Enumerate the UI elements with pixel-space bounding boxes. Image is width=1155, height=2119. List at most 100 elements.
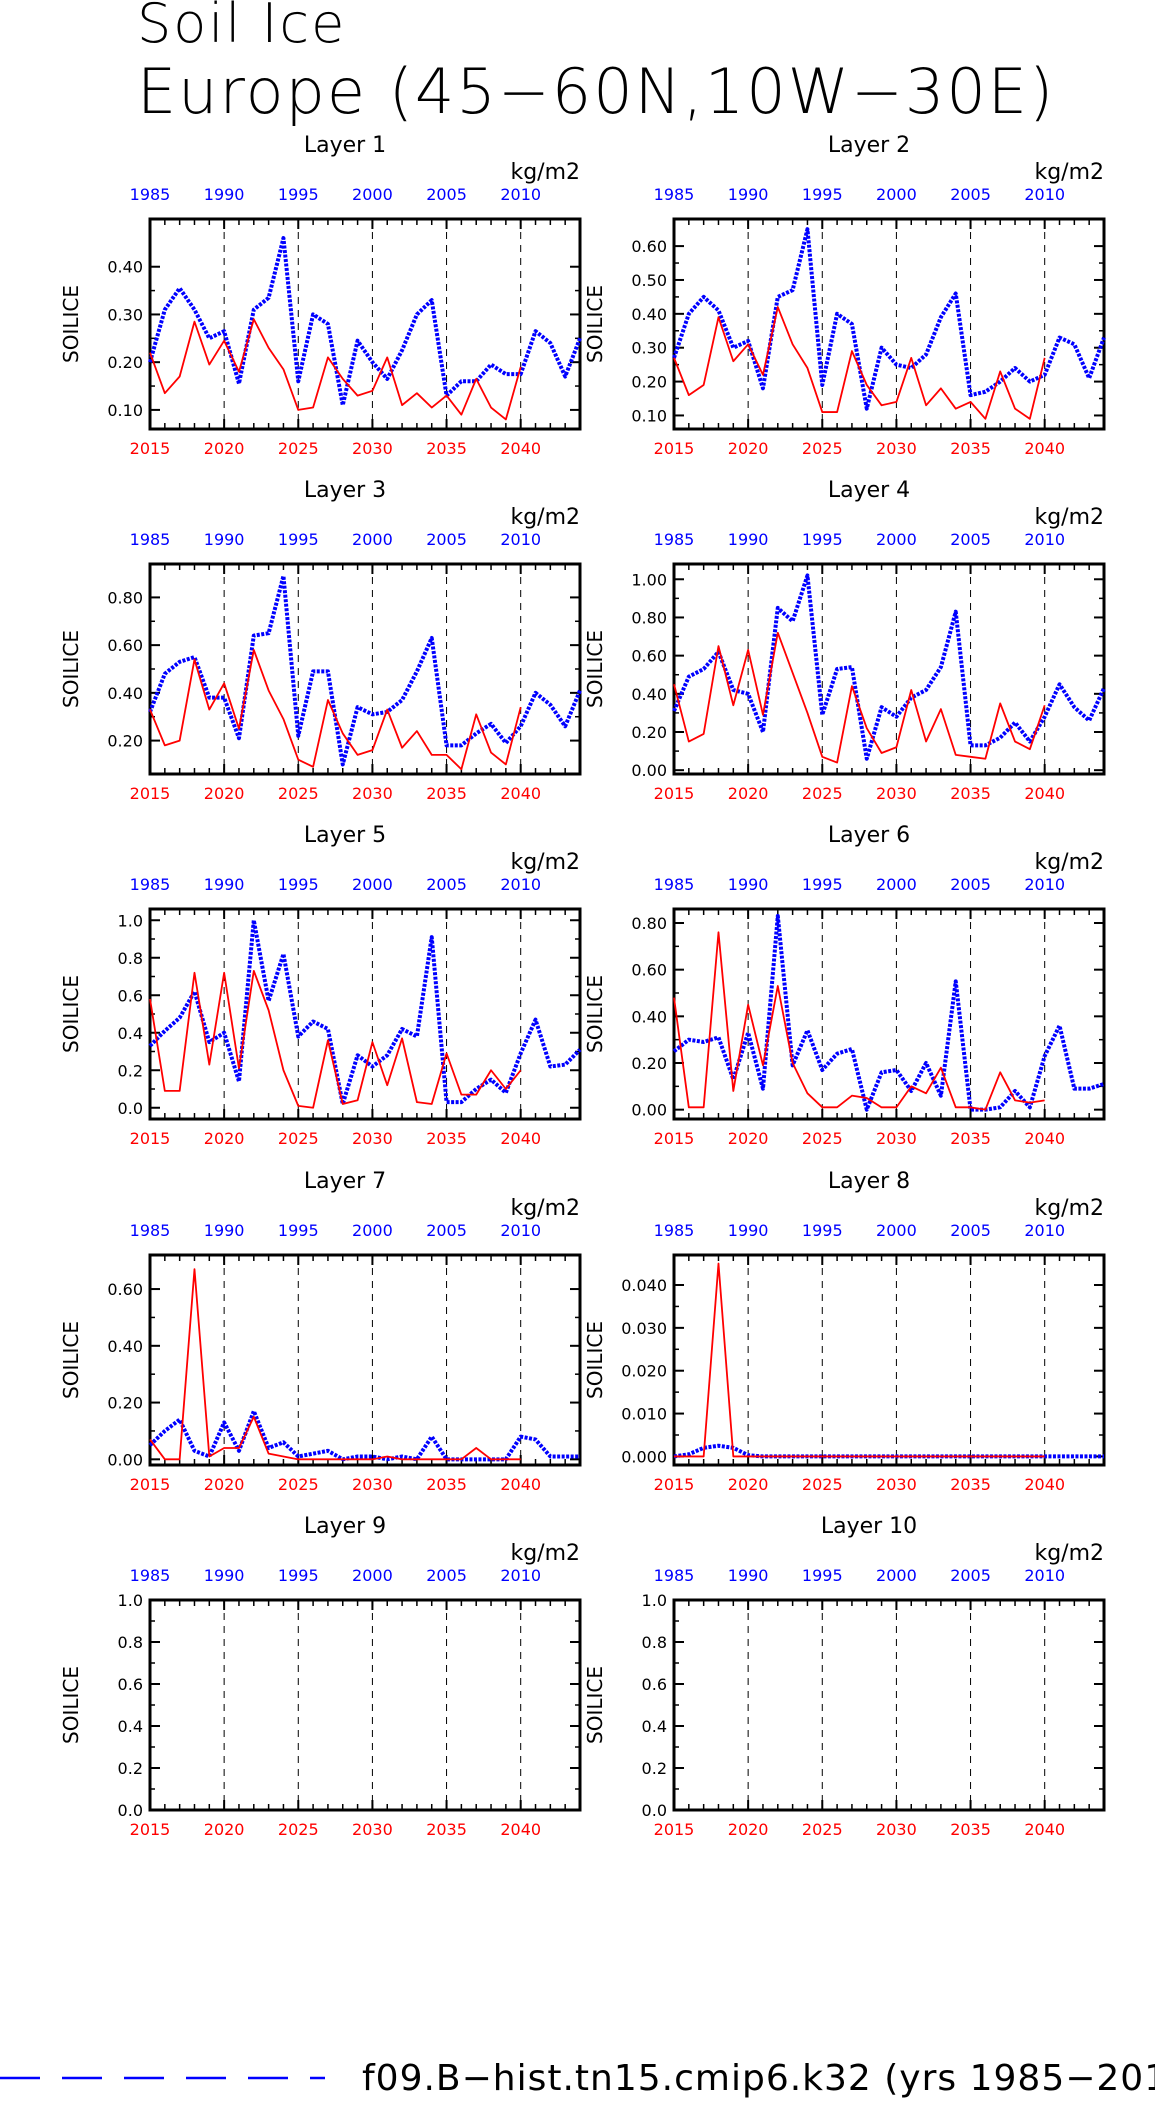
x-bottom-tick-label: 2030 [876,784,917,803]
x-top-tick-label: 2010 [1024,185,1065,204]
x-top-tick-label: 2000 [352,875,393,894]
y-tick-label: 0.00 [631,761,667,780]
panel-title: Layer 3 [304,478,386,503]
x-top-tick-label: 1990 [204,1566,245,1585]
y-axis-label: SOILICE [583,1321,607,1399]
x-top-tick-label: 1995 [802,1566,843,1585]
series-line-ssp [149,318,522,421]
x-top-tick-label: 2005 [426,875,467,894]
x-top-tick-label: 1990 [728,1566,769,1585]
x-bottom-tick-label: 2030 [876,1475,917,1494]
x-bottom-tick-label: 2035 [950,1475,991,1494]
x-top-tick-label: 1990 [728,185,769,204]
x-bottom-tick-label: 2040 [1024,784,1065,803]
x-bottom-tick-label: 2025 [802,1129,843,1148]
x-bottom-tick-label: 2025 [278,1820,319,1839]
x-bottom-tick-label: 2030 [352,439,393,458]
x-bottom-tick-label: 2040 [500,1820,541,1839]
plot-frame [148,562,582,776]
y-tick-label: 0.2 [642,1759,667,1778]
units-label: kg/m2 [510,505,580,530]
x-bottom-tick-label: 2015 [654,439,695,458]
x-bottom-tick-label: 2035 [426,784,467,803]
units-label: kg/m2 [1034,160,1104,185]
y-tick-label: 0.2 [118,1061,143,1080]
plot-frame [672,217,1106,431]
panel-title: Layer 7 [304,1169,386,1194]
panel-grid: Layer 1 kg/m2 SOILICE 2015 2020 2025 2030 2035 2… [59,133,1106,1839]
x-top-tick-label: 2000 [876,1221,917,1240]
x-bottom-tick-label: 2035 [950,1129,991,1148]
x-top-tick-label: 2010 [1024,875,1065,894]
series-line-ssp [674,1262,1045,1458]
panel-title: Layer 9 [304,1514,386,1539]
x-bottom-tick-label: 2020 [204,439,245,458]
x-bottom-tick-label: 2020 [728,784,769,803]
x-bottom-tick-label: 2015 [130,1475,171,1494]
x-bottom-tick-label: 2035 [950,1820,991,1839]
x-bottom-tick-label: 2025 [802,439,843,458]
series-line-ssp [149,969,522,1109]
x-bottom-tick-label: 2040 [1024,1820,1065,1839]
y-tick-label: 0.4 [118,1717,143,1736]
x-bottom-tick-label: 2020 [728,1129,769,1148]
panel-title: Layer 8 [828,1169,910,1194]
plot-frame [148,1598,582,1812]
x-bottom-tick-label: 2035 [950,439,991,458]
x-bottom-tick-label: 2015 [130,784,171,803]
x-top-tick-label: 1995 [802,185,843,204]
series-line-hist [672,573,1106,761]
y-tick-label: 0.60 [631,647,667,666]
y-tick-label: 0.4 [118,1024,143,1043]
series-line-hist [148,1409,580,1462]
x-top-tick-label: 2010 [500,185,541,204]
y-tick-label: 0.10 [107,401,143,420]
y-axis-label: SOILICE [59,1321,83,1399]
panel-title: Layer 5 [304,823,386,848]
x-top-tick-label: 2000 [876,875,917,894]
y-tick-label: 0.010 [621,1405,667,1424]
plot-frame [148,907,582,1121]
x-top-tick-label: 2000 [352,1221,393,1240]
x-top-tick-label: 1995 [278,1566,319,1585]
y-tick-label: 0.40 [631,1007,667,1026]
y-tick-label: 0.00 [631,1101,667,1120]
x-top-tick-label: 2005 [426,185,467,204]
x-top-tick-label: 1985 [130,185,171,204]
x-bottom-tick-label: 2020 [728,1475,769,1494]
series-line-ssp [673,931,1045,1111]
y-tick-label: 0.20 [107,1394,143,1413]
x-top-tick-label: 1995 [278,1221,319,1240]
units-label: kg/m2 [1034,1196,1104,1221]
x-bottom-tick-label: 2020 [728,439,769,458]
x-bottom-tick-label: 2030 [352,1820,393,1839]
y-tick-label: 0.00 [107,1450,143,1469]
x-bottom-tick-label: 2015 [130,439,171,458]
x-bottom-tick-label: 2030 [876,439,917,458]
x-top-tick-label: 2005 [950,1566,991,1585]
y-tick-label: 0.8 [118,949,143,968]
y-tick-label: 1.0 [118,911,143,930]
x-top-tick-label: 2000 [352,185,393,204]
x-top-tick-label: 2010 [500,530,541,549]
series-line-hist [672,227,1106,411]
legend-label-hist: f09.B−hist.tn15.cmip6.k32 (yrs 1985−2014… [362,2058,1155,2099]
x-bottom-tick-label: 2020 [204,784,245,803]
x-bottom-tick-label: 2035 [950,784,991,803]
x-top-tick-label: 1995 [802,530,843,549]
series-line-ssp [149,649,522,771]
x-top-tick-label: 2005 [426,530,467,549]
chart-panel-4: Layer 4 kg/m2 SOILICE 2015 2020 2025 2030 2035 2… [583,478,1106,803]
x-bottom-tick-label: 2025 [278,1129,319,1148]
y-tick-label: 0.2 [118,1759,143,1778]
y-tick-label: 0.20 [107,353,143,372]
y-axis-label: SOILICE [583,975,607,1053]
y-tick-label: 0.40 [107,258,143,277]
x-bottom-tick-label: 2040 [500,784,541,803]
y-tick-label: 0.0 [118,1099,143,1118]
x-bottom-tick-label: 2035 [426,1475,467,1494]
x-bottom-tick-label: 2015 [654,1129,695,1148]
y-tick-label: 0.60 [631,237,667,256]
x-bottom-tick-label: 2015 [654,1820,695,1839]
y-tick-label: 0.10 [631,406,667,425]
